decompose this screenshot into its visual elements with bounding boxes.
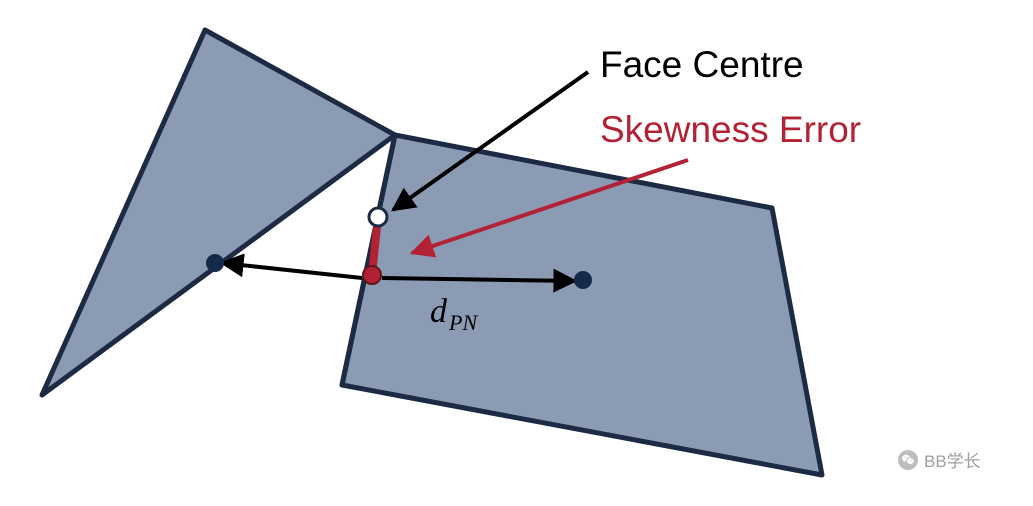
dpn-arrow-left xyxy=(222,263,362,278)
face-centre-dot xyxy=(369,208,387,226)
right-centroid-dot xyxy=(574,271,592,289)
left-centroid-dot xyxy=(206,254,224,272)
left-cell-triangle xyxy=(42,30,395,395)
wechat-icon xyxy=(898,450,918,470)
right-cell-quad xyxy=(342,135,822,475)
face-centre-label: Face Centre xyxy=(600,44,804,85)
intersection-dot xyxy=(363,266,381,284)
watermark: BB学长 xyxy=(898,447,981,472)
watermark-text: BB学长 xyxy=(924,447,981,472)
skewness-error-label: Skewness Error xyxy=(600,109,861,150)
